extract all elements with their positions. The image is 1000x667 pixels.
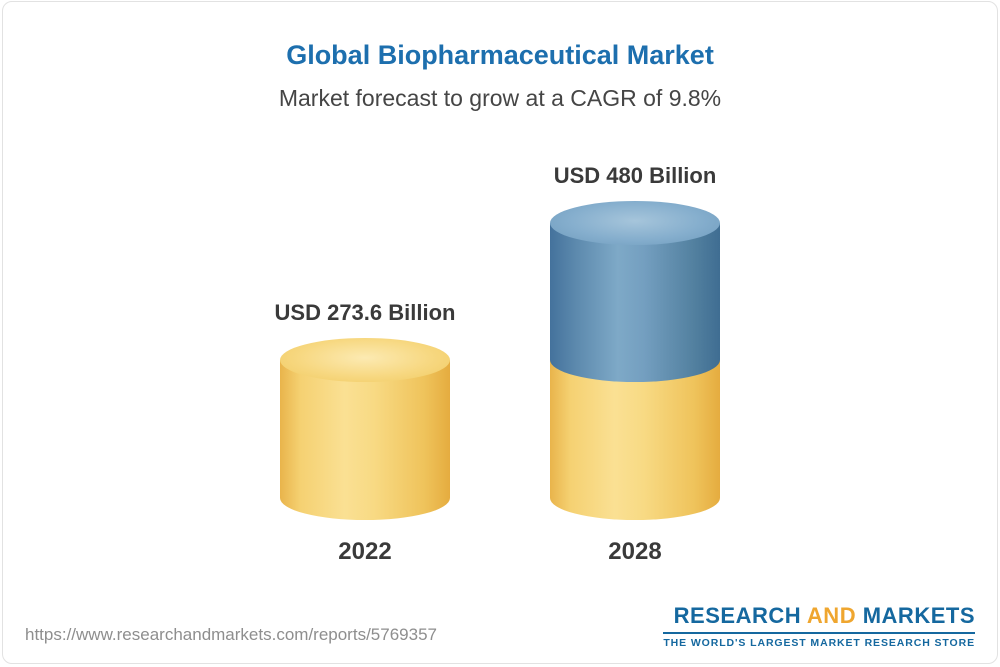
report-url: https://www.researchandmarkets.com/repor… [25,625,437,644]
year-label-2022: 2022 [338,538,392,565]
year-label-2028: 2028 [608,538,662,565]
page-title: Global Biopharmaceutical Market [286,40,714,70]
cylinder-body-2022 [280,360,450,520]
value-label-2028: USD 480 Billion [553,163,717,188]
cylinder-cap-2022 [280,338,450,382]
bar-group-2028: USD 480 Billion 2028 [515,163,755,566]
logo-word-markets: MARKETS [862,603,975,628]
page-subtitle: Market forecast to grow at a CAGR of 9.8… [278,85,722,111]
research-and-markets-logo: RESEARCH AND MARKETS THE WORLD'S LARGEST… [663,603,975,649]
cylinder-bar-2022 [280,338,450,520]
cylinder-cap-2028-growth [550,201,720,245]
logo-word-and: AND [806,603,857,628]
value-label-2022: USD 273.6 Billion [274,300,456,325]
bar-group-2022: USD 273.6 Billion 2022 [245,300,485,566]
cylinder-bar-chart: USD 273.6 Billion 2022 USD 480 Billion 2… [3,138,997,566]
cylinder-growth-segment-2028 [550,223,720,382]
cylinder-base-segment-2028 [550,360,720,520]
logo-tagline: THE WORLD'S LARGEST MARKET RESEARCH STOR… [663,632,975,649]
logo-wordmark: RESEARCH AND MARKETS [663,603,975,629]
footer: https://www.researchandmarkets.com/repor… [25,603,975,649]
logo-word-research: RESEARCH [673,603,802,628]
cylinder-bar-2028 [550,201,720,520]
